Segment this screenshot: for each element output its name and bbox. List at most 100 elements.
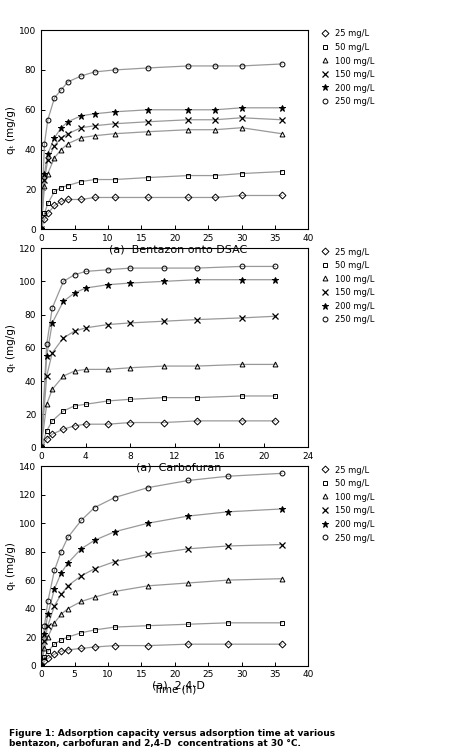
25 mg/L xyxy=(79,644,84,653)
250 mg/L xyxy=(38,661,44,670)
250 mg/L xyxy=(61,277,66,286)
250 mg/L xyxy=(239,62,244,71)
150 mg/L xyxy=(145,117,151,126)
50 mg/L xyxy=(65,632,70,641)
250 mg/L xyxy=(272,262,278,271)
50 mg/L xyxy=(186,171,191,180)
100 mg/L xyxy=(112,129,117,138)
50 mg/L xyxy=(279,618,284,627)
25 mg/L xyxy=(52,201,57,210)
150 mg/L xyxy=(42,637,47,646)
25 mg/L xyxy=(186,193,191,202)
250 mg/L xyxy=(128,263,133,272)
50 mg/L xyxy=(92,175,97,184)
200 mg/L xyxy=(49,318,55,327)
50 mg/L xyxy=(44,426,49,435)
100 mg/L xyxy=(239,360,244,369)
150 mg/L xyxy=(186,115,191,124)
250 mg/L xyxy=(52,93,57,102)
100 mg/L xyxy=(58,145,64,154)
200 mg/L xyxy=(65,117,70,126)
25 mg/L xyxy=(92,642,97,651)
100 mg/L xyxy=(61,371,66,381)
250 mg/L xyxy=(58,86,64,95)
150 mg/L xyxy=(42,175,47,184)
Text: (a)  2,4-D: (a) 2,4-D xyxy=(152,681,205,691)
100 mg/L xyxy=(45,169,51,178)
200 mg/L xyxy=(112,527,117,536)
100 mg/L xyxy=(239,123,244,132)
100 mg/L xyxy=(79,133,84,142)
50 mg/L xyxy=(79,628,84,637)
250 mg/L xyxy=(105,265,111,274)
200 mg/L xyxy=(112,108,117,117)
150 mg/L xyxy=(38,225,44,234)
50 mg/L xyxy=(279,167,284,176)
250 mg/L xyxy=(112,493,117,502)
250 mg/L xyxy=(225,472,231,481)
150 mg/L xyxy=(58,133,64,142)
250 mg/L xyxy=(52,566,57,575)
Line: 250 mg/L: 250 mg/L xyxy=(39,62,284,232)
200 mg/L xyxy=(72,289,77,298)
Line: 200 mg/L: 200 mg/L xyxy=(37,276,278,451)
250 mg/L xyxy=(145,63,151,72)
X-axis label: Time (h): Time (h) xyxy=(153,249,197,259)
25 mg/L xyxy=(45,209,51,218)
200 mg/L xyxy=(105,280,111,290)
150 mg/L xyxy=(112,557,117,566)
150 mg/L xyxy=(61,333,66,342)
250 mg/L xyxy=(92,68,97,77)
250 mg/L xyxy=(44,340,49,349)
50 mg/L xyxy=(58,635,64,644)
50 mg/L xyxy=(161,393,166,402)
100 mg/L xyxy=(42,644,47,653)
200 mg/L xyxy=(42,629,47,638)
250 mg/L xyxy=(161,263,166,272)
250 mg/L xyxy=(49,303,55,313)
100 mg/L xyxy=(52,618,57,627)
100 mg/L xyxy=(279,129,284,138)
Text: (a)  Carbofuran: (a) Carbofuran xyxy=(136,462,221,473)
100 mg/L xyxy=(112,587,117,596)
25 mg/L xyxy=(61,425,66,434)
250 mg/L xyxy=(65,77,70,86)
50 mg/L xyxy=(145,173,151,182)
200 mg/L xyxy=(161,277,166,286)
25 mg/L xyxy=(225,640,231,649)
250 mg/L xyxy=(279,468,284,478)
150 mg/L xyxy=(79,572,84,581)
Text: Figure 1: Adsorption capacity versus adsorption time at various
bentazon, carbof: Figure 1: Adsorption capacity versus ads… xyxy=(9,729,335,748)
150 mg/L xyxy=(194,315,200,324)
150 mg/L xyxy=(112,120,117,129)
25 mg/L xyxy=(52,650,57,659)
25 mg/L xyxy=(42,656,47,666)
100 mg/L xyxy=(92,593,97,602)
150 mg/L xyxy=(145,550,151,559)
25 mg/L xyxy=(83,420,88,429)
100 mg/L xyxy=(128,363,133,372)
50 mg/L xyxy=(194,393,200,402)
100 mg/L xyxy=(212,126,218,135)
200 mg/L xyxy=(279,103,284,112)
250 mg/L xyxy=(79,71,84,80)
25 mg/L xyxy=(58,197,64,206)
Line: 200 mg/L: 200 mg/L xyxy=(37,105,285,233)
100 mg/L xyxy=(45,632,51,641)
150 mg/L xyxy=(279,115,284,124)
250 mg/L xyxy=(65,533,70,542)
150 mg/L xyxy=(65,581,70,590)
250 mg/L xyxy=(194,263,200,272)
50 mg/L xyxy=(112,175,117,184)
150 mg/L xyxy=(38,661,44,670)
250 mg/L xyxy=(38,225,44,234)
Line: 150 mg/L: 150 mg/L xyxy=(38,115,285,232)
25 mg/L xyxy=(272,417,278,426)
Line: 150 mg/L: 150 mg/L xyxy=(38,314,278,450)
100 mg/L xyxy=(49,385,55,394)
200 mg/L xyxy=(52,133,57,142)
Line: 25 mg/L: 25 mg/L xyxy=(39,641,284,668)
50 mg/L xyxy=(225,618,231,627)
100 mg/L xyxy=(186,578,191,587)
50 mg/L xyxy=(272,392,278,401)
